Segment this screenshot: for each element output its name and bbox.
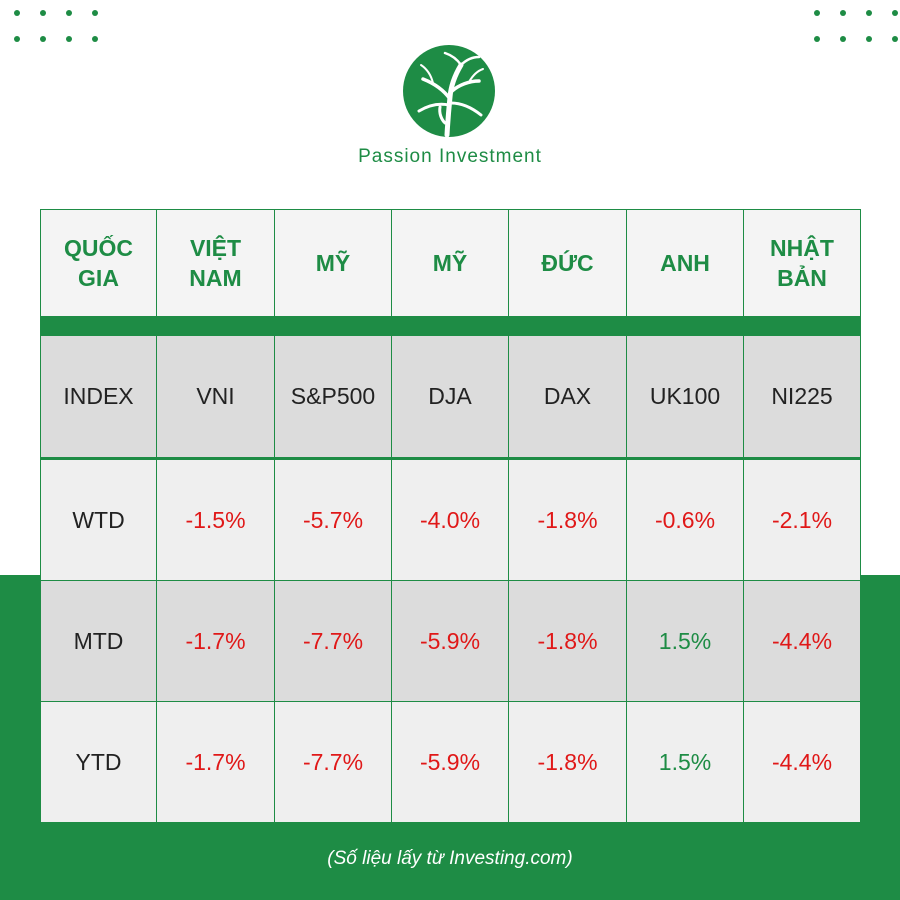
- country-header-cell: QUỐC GIA: [40, 209, 157, 317]
- value-cell: -7.7%: [274, 580, 392, 702]
- value-cell: -1.8%: [508, 580, 627, 702]
- index-cell: INDEX: [40, 335, 157, 460]
- value-cell: -4.4%: [743, 580, 861, 702]
- value-cell: 1.5%: [626, 701, 744, 823]
- table-row-ytd: YTD -1.7% -7.7% -5.9% -1.8% 1.5% -4.4%: [40, 701, 861, 823]
- value-cell: -1.8%: [508, 701, 627, 823]
- index-cell: S&P500: [274, 335, 392, 460]
- country-header-cell: NHẬT BẢN: [743, 209, 861, 317]
- brand-name: Passion Investment: [358, 146, 542, 167]
- index-row: INDEX VNI S&P500 DJA DAX UK100 NI225: [40, 335, 861, 460]
- index-cell: DJA: [391, 335, 509, 460]
- index-cell: UK100: [626, 335, 744, 460]
- tree-logo-icon: [403, 45, 495, 137]
- country-header-cell: ANH: [626, 209, 744, 317]
- row-label: MTD: [40, 580, 157, 702]
- decorative-dots-left: [14, 10, 98, 42]
- market-performance-table: QUỐC GIA VIỆT NAM MỸ MỸ ĐỨC ANH NHẬT BẢN IN…: [40, 209, 861, 823]
- index-cell: NI225: [743, 335, 861, 460]
- value-cell: -2.1%: [743, 458, 861, 581]
- value-cell: -5.7%: [274, 458, 392, 581]
- index-cell: DAX: [508, 335, 627, 460]
- value-cell: -1.7%: [156, 701, 275, 823]
- header-separator: [40, 316, 861, 336]
- country-header-cell: MỸ: [274, 209, 392, 317]
- value-cell: 1.5%: [626, 580, 744, 702]
- value-cell: -5.9%: [391, 701, 509, 823]
- decorative-dots-right: [814, 10, 898, 42]
- country-header-row: QUỐC GIA VIỆT NAM MỸ MỸ ĐỨC ANH NHẬT BẢN: [40, 209, 861, 317]
- value-cell: -0.6%: [626, 458, 744, 581]
- value-cell: -1.8%: [508, 458, 627, 581]
- index-cell: VNI: [156, 335, 275, 460]
- country-header-cell: VIỆT NAM: [156, 209, 275, 317]
- country-header-cell: ĐỨC: [508, 209, 627, 317]
- source-note: (Số liệu lấy từ Investing.com): [327, 848, 573, 869]
- value-cell: -5.9%: [391, 580, 509, 702]
- table-row-mtd: MTD -1.7% -7.7% -5.9% -1.8% 1.5% -4.4%: [40, 580, 861, 702]
- value-cell: -1.7%: [156, 580, 275, 702]
- value-cell: -7.7%: [274, 701, 392, 823]
- value-cell: -4.0%: [391, 458, 509, 581]
- value-cell: -4.4%: [743, 701, 861, 823]
- country-header-cell: MỸ: [391, 209, 509, 317]
- row-label: YTD: [40, 701, 157, 823]
- row-label: WTD: [40, 458, 157, 581]
- value-cell: -1.5%: [156, 458, 275, 581]
- table-row-wtd: WTD -1.5% -5.7% -4.0% -1.8% -0.6% -2.1%: [40, 458, 861, 581]
